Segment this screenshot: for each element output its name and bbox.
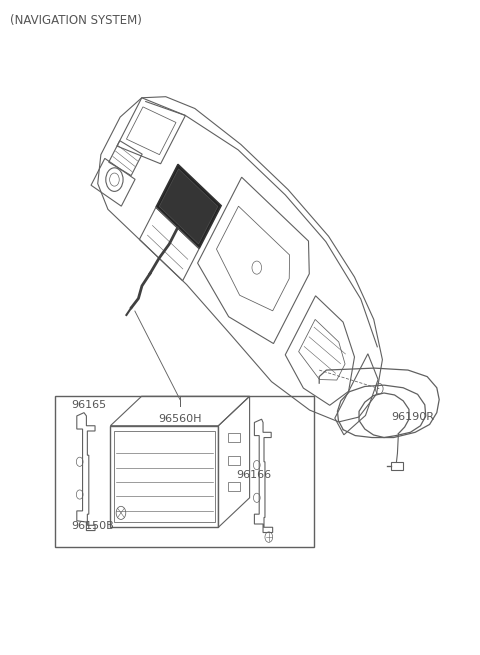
Text: 96560H: 96560H [158, 414, 202, 424]
Bar [228, 433, 240, 442]
Text: 96165: 96165 [71, 400, 106, 409]
Bar [391, 462, 403, 470]
Text: 96166: 96166 [237, 470, 272, 480]
Polygon shape [159, 169, 218, 244]
Bar [55, 396, 314, 547]
Text: (NAVIGATION SYSTEM): (NAVIGATION SYSTEM) [10, 14, 142, 28]
Bar [228, 482, 240, 491]
Polygon shape [156, 164, 221, 248]
Bar [114, 431, 215, 522]
Bar [228, 456, 240, 465]
Bar [110, 426, 218, 527]
Text: 96150B: 96150B [71, 521, 114, 531]
Text: 96190R: 96190R [391, 412, 434, 422]
